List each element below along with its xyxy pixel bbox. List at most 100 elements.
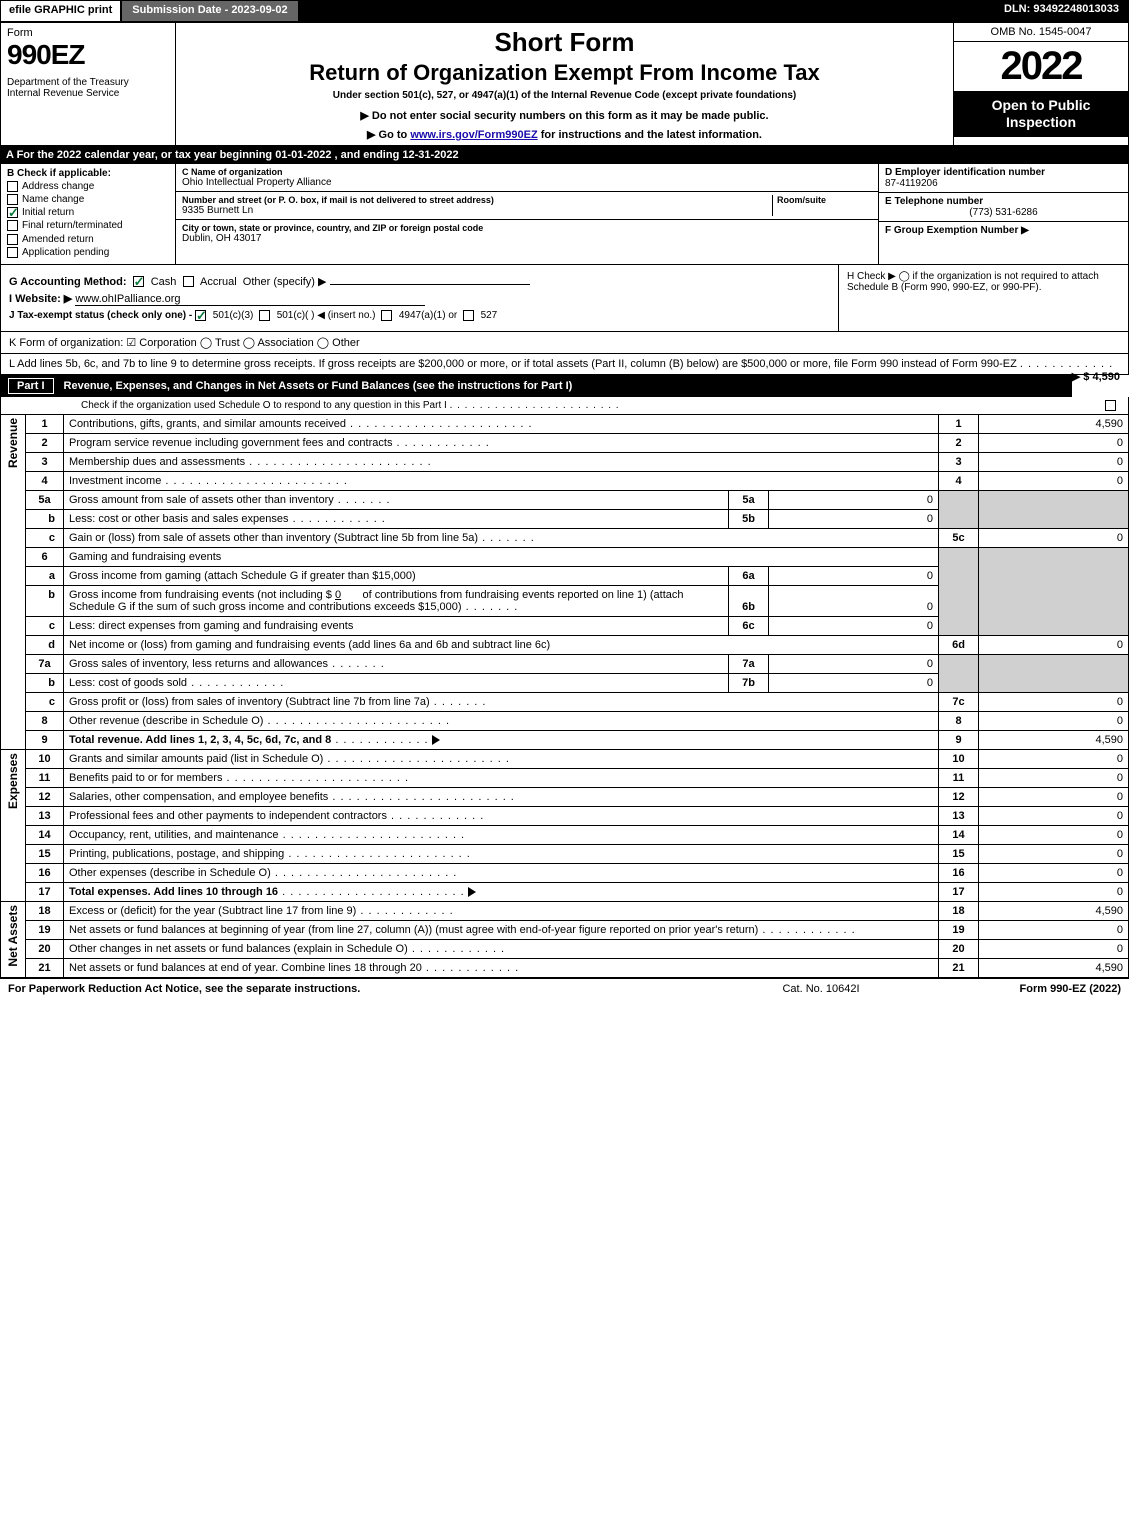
chk-527[interactable] xyxy=(463,310,474,321)
part1-sub-text: Check if the organization used Schedule … xyxy=(81,400,447,411)
gh-left: G Accounting Method: Cash Accrual Other … xyxy=(1,265,838,331)
l13-val: 0 xyxy=(979,806,1129,825)
d-row: D Employer identification number 87-4119… xyxy=(879,164,1128,193)
tax-year: 2022 xyxy=(954,42,1128,91)
chk-name[interactable]: Name change xyxy=(7,194,169,205)
vlabel-netassets: Net Assets xyxy=(1,901,26,977)
l5b-val: 0 xyxy=(769,509,939,528)
l21-val: 4,590 xyxy=(979,958,1129,977)
dln: DLN: 93492248013033 xyxy=(994,0,1129,22)
l19-val: 0 xyxy=(979,920,1129,939)
c-city-row: City or town, state or province, country… xyxy=(176,220,878,247)
open-public: Open to Public Inspection xyxy=(954,91,1128,137)
e-row: E Telephone number (773) 531-6286 xyxy=(879,193,1128,222)
website-value[interactable]: www.ohIPalliance.org xyxy=(75,293,425,306)
f-row: F Group Exemption Number ▶ xyxy=(879,222,1128,264)
f-label: F Group Exemption Number ▶ xyxy=(885,225,1122,236)
org-name: Ohio Intellectual Property Alliance xyxy=(182,177,872,188)
l17-val: 0 xyxy=(979,882,1129,901)
arrow-icon xyxy=(432,735,440,745)
g-label: G Accounting Method: xyxy=(9,276,127,288)
col-b: B Check if applicable: Address change Na… xyxy=(1,164,176,264)
l5c-val: 0 xyxy=(979,528,1129,547)
l8-val: 0 xyxy=(979,711,1129,730)
row-k: K Form of organization: ☑ Corporation ◯ … xyxy=(0,332,1129,354)
return-title: Return of Organization Exempt From Incom… xyxy=(182,60,947,86)
l20-val: 0 xyxy=(979,939,1129,958)
street-value: 9335 Burnett Ln xyxy=(182,205,772,216)
l18-val: 4,590 xyxy=(979,901,1129,920)
part1-chk[interactable] xyxy=(1105,400,1120,411)
short-form-title: Short Form xyxy=(182,27,947,58)
l3-val: 0 xyxy=(979,452,1129,471)
l2-num: 2 xyxy=(26,433,64,452)
l1-rnum: 1 xyxy=(939,414,979,433)
topbar-spacer xyxy=(299,0,994,22)
do-not-enter: ▶ Do not enter social security numbers o… xyxy=(182,109,947,122)
part1-sub: Check if the organization used Schedule … xyxy=(0,397,1129,414)
chk-cash[interactable] xyxy=(133,276,144,287)
l6c-val: 0 xyxy=(769,616,939,635)
footer-right: Form 990-EZ (2022) xyxy=(921,983,1121,995)
chk-4947[interactable] xyxy=(381,310,392,321)
footer-left: For Paperwork Reduction Act Notice, see … xyxy=(8,983,721,995)
vlabel-expenses: Expenses xyxy=(1,749,26,901)
j-line: J Tax-exempt status (check only one) - 5… xyxy=(9,310,830,321)
top-bar: efile GRAPHIC print Submission Date - 20… xyxy=(0,0,1129,22)
dept-label: Department of the Treasury Internal Reve… xyxy=(7,77,169,99)
i-label: I Website: ▶ xyxy=(9,293,72,305)
l16-val: 0 xyxy=(979,863,1129,882)
other-specify[interactable] xyxy=(330,284,530,285)
submission-date: Submission Date - 2023-09-02 xyxy=(121,0,298,22)
city-value: Dublin, OH 43017 xyxy=(182,233,872,244)
chk-initial[interactable]: Initial return xyxy=(7,207,169,218)
room-label: Room/suite xyxy=(777,195,872,205)
row-l: L Add lines 5b, 6c, and 7b to line 9 to … xyxy=(0,354,1129,375)
l7b-val: 0 xyxy=(769,673,939,692)
chk-final[interactable]: Final return/terminated xyxy=(7,220,169,231)
i-line: I Website: ▶ www.ohIPalliance.org xyxy=(9,292,830,306)
row-a: A For the 2022 calendar year, or tax yea… xyxy=(0,146,1129,164)
goto-pre: ▶ Go to xyxy=(367,129,410,141)
under-section: Under section 501(c), 527, or 4947(a)(1)… xyxy=(182,90,947,101)
irs-link[interactable]: www.irs.gov/Form990EZ xyxy=(410,129,537,141)
l1-val: 4,590 xyxy=(979,414,1129,433)
h-box: H Check ▶ ◯ if the organization is not r… xyxy=(838,265,1128,331)
form-id-block: Form 990EZ Department of the Treasury In… xyxy=(1,23,176,145)
chk-501c3[interactable] xyxy=(195,310,206,321)
c-name-row: C Name of organization Ohio Intellectual… xyxy=(176,164,878,192)
city-label: City or town, state or province, country… xyxy=(182,223,872,233)
l9-val: 4,590 xyxy=(979,730,1129,749)
l5a-val: 0 xyxy=(769,490,939,509)
l6b-val: 0 xyxy=(769,585,939,616)
form-header: Form 990EZ Department of the Treasury In… xyxy=(0,22,1129,146)
chk-amended[interactable]: Amended return xyxy=(7,234,169,245)
j-label: J Tax-exempt status (check only one) - xyxy=(9,310,192,321)
l6d-val: 0 xyxy=(979,635,1129,654)
section-gh: G Accounting Method: Cash Accrual Other … xyxy=(0,265,1129,332)
efile-label[interactable]: efile GRAPHIC print xyxy=(0,0,121,22)
section-bcdef: B Check if applicable: Address change Na… xyxy=(0,164,1129,265)
goto-line: ▶ Go to www.irs.gov/Form990EZ for instru… xyxy=(182,128,947,141)
chk-accrual[interactable] xyxy=(183,276,194,287)
chk-application[interactable]: Application pending xyxy=(7,247,169,258)
form-title-block: Short Form Return of Organization Exempt… xyxy=(176,23,953,145)
vlabel-revenue: Revenue xyxy=(1,414,26,749)
chk-501c[interactable] xyxy=(259,310,270,321)
b-header: B Check if applicable: xyxy=(7,168,169,179)
col-c: C Name of organization Ohio Intellectual… xyxy=(176,164,878,264)
c-street-row: Number and street (or P. O. box, if mail… xyxy=(176,192,878,220)
street-label: Number and street (or P. O. box, if mail… xyxy=(182,195,772,205)
l-text: L Add lines 5b, 6c, and 7b to line 9 to … xyxy=(9,358,1017,370)
l2-desc: Program service revenue including govern… xyxy=(64,433,939,452)
footer: For Paperwork Reduction Act Notice, see … xyxy=(0,978,1129,999)
goto-post: for instructions and the latest informat… xyxy=(538,129,762,141)
phone-value: (773) 531-6286 xyxy=(885,207,1122,218)
g-line: G Accounting Method: Cash Accrual Other … xyxy=(9,275,830,288)
form-word: Form xyxy=(7,27,169,39)
part1-header: Part I Revenue, Expenses, and Changes in… xyxy=(0,375,1072,397)
l10-val: 0 xyxy=(979,749,1129,768)
form-number: 990EZ xyxy=(7,39,169,71)
chk-address[interactable]: Address change xyxy=(7,181,169,192)
l-amount: ▶ $ 4,590 xyxy=(1072,370,1120,383)
